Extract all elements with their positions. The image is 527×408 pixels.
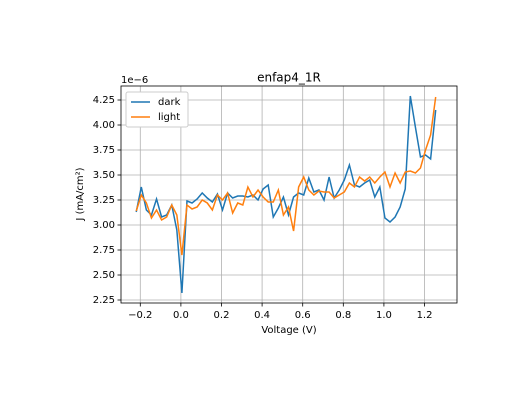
- x-axis-label: Voltage (V): [261, 325, 316, 336]
- y-tick-label: 3.25: [93, 195, 115, 206]
- legend-box: [125, 91, 189, 128]
- x-tick-label: 0.2: [214, 310, 230, 321]
- y-tick-label: 2.75: [93, 245, 115, 256]
- x-tick-label: 0.6: [295, 310, 311, 321]
- y-tick-label: 4.25: [93, 95, 115, 106]
- y-tick-label: 3.75: [93, 145, 115, 156]
- y-axis-label: J (mA/cm²): [75, 167, 86, 221]
- x-tick-label: 0.4: [254, 310, 270, 321]
- data-line: [135, 96, 437, 256]
- x-tick-label: 1.0: [376, 310, 392, 321]
- plot-frame: [120, 85, 458, 304]
- x-tick-label: 0.8: [335, 310, 351, 321]
- y-tick-label: 3.50: [93, 170, 115, 181]
- x-tick-label: 1.2: [417, 310, 433, 321]
- legend-label: dark: [158, 97, 181, 108]
- chart-title: enfap4_1R: [257, 71, 321, 85]
- y-offset-label: 1e−6: [121, 75, 148, 86]
- y-tick-label: 2.50: [93, 270, 115, 281]
- legend-label: light: [158, 112, 180, 123]
- y-tick-label: 3.00: [93, 220, 115, 231]
- y-tick-label: 2.25: [93, 295, 115, 306]
- x-tick-label: −0.2: [128, 310, 152, 321]
- x-tick-label: 0.0: [173, 310, 189, 321]
- y-tick-label: 4.00: [93, 120, 115, 131]
